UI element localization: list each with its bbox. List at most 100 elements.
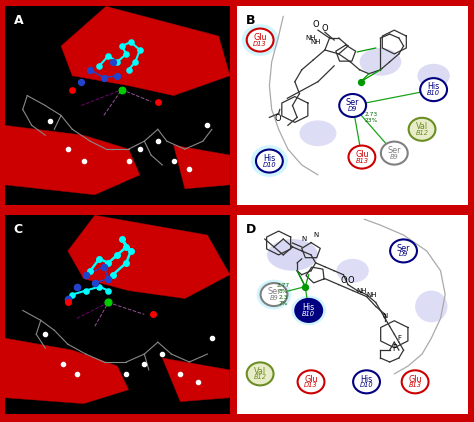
Text: Glu: Glu <box>355 150 369 159</box>
Point <box>95 283 103 290</box>
Point <box>109 271 117 278</box>
Point <box>104 52 112 59</box>
Point <box>301 283 309 290</box>
Circle shape <box>256 149 283 173</box>
Text: N: N <box>301 236 307 242</box>
Text: B13: B13 <box>356 158 368 164</box>
Text: D9: D9 <box>348 106 357 112</box>
Point <box>122 243 130 250</box>
Text: Glu: Glu <box>304 375 318 384</box>
Point <box>122 260 130 266</box>
Point <box>122 371 130 377</box>
Ellipse shape <box>300 120 337 146</box>
Point <box>357 78 365 85</box>
Point <box>136 146 144 152</box>
Text: His: His <box>360 375 373 384</box>
Ellipse shape <box>360 48 401 76</box>
Point <box>64 146 72 152</box>
Text: D13: D13 <box>253 41 267 46</box>
Text: D: D <box>246 223 256 236</box>
Point <box>73 371 81 377</box>
Point <box>122 51 130 57</box>
Point <box>104 260 112 266</box>
Circle shape <box>348 146 375 168</box>
Point <box>113 72 121 79</box>
Point <box>68 86 76 93</box>
Point <box>95 255 103 262</box>
Point <box>203 122 211 129</box>
Text: His: His <box>428 82 440 91</box>
Point <box>73 283 81 290</box>
Text: NH: NH <box>306 35 316 41</box>
Point <box>125 158 132 165</box>
Text: His: His <box>302 303 315 312</box>
Point <box>64 299 72 306</box>
Point <box>185 165 193 172</box>
Circle shape <box>242 24 279 56</box>
Text: NH: NH <box>366 292 376 298</box>
Point <box>154 138 162 145</box>
Point <box>104 287 112 294</box>
Point <box>118 86 126 93</box>
Circle shape <box>401 371 428 393</box>
Point <box>64 295 72 302</box>
Text: F: F <box>392 344 396 353</box>
Text: O: O <box>274 114 281 123</box>
Point <box>91 279 99 286</box>
Text: Ser: Ser <box>346 98 359 107</box>
Text: NH: NH <box>310 39 321 45</box>
Point <box>127 39 135 46</box>
Ellipse shape <box>415 291 447 322</box>
Point <box>86 268 94 274</box>
Text: N: N <box>383 314 388 319</box>
Polygon shape <box>173 145 230 189</box>
Text: Glu: Glu <box>409 375 422 384</box>
Text: F: F <box>397 335 401 341</box>
Point <box>113 252 121 258</box>
Circle shape <box>390 239 417 262</box>
Text: Ser: Ser <box>397 243 410 253</box>
Point <box>104 275 112 282</box>
Text: N: N <box>313 232 318 238</box>
Text: O: O <box>347 276 354 285</box>
Text: 2.77
8%
2.3
7%: 2.77 8% 2.3 7% <box>277 283 290 306</box>
Point <box>154 98 162 105</box>
Circle shape <box>339 94 366 117</box>
Point <box>140 360 148 367</box>
Point <box>118 235 126 242</box>
Text: B9: B9 <box>270 295 278 301</box>
Text: B10: B10 <box>427 90 440 96</box>
Point <box>80 158 87 165</box>
Circle shape <box>295 299 322 322</box>
Text: D10: D10 <box>263 162 276 168</box>
Point <box>59 360 67 367</box>
Text: Glu: Glu <box>254 33 267 42</box>
Point <box>42 331 49 338</box>
Point <box>68 291 76 298</box>
Point <box>127 248 135 254</box>
Text: O: O <box>340 276 346 285</box>
Circle shape <box>292 295 326 325</box>
Text: O: O <box>321 24 328 32</box>
Point <box>194 379 202 385</box>
Ellipse shape <box>337 259 369 283</box>
Circle shape <box>298 371 324 393</box>
Circle shape <box>409 118 436 141</box>
Text: Ser: Ser <box>267 287 281 296</box>
Polygon shape <box>68 215 230 298</box>
Text: Val: Val <box>416 122 428 131</box>
Text: NH: NH <box>356 287 367 294</box>
Point <box>77 78 85 85</box>
Circle shape <box>381 142 408 165</box>
Point <box>104 299 112 306</box>
Point <box>158 351 166 357</box>
Polygon shape <box>5 125 140 195</box>
Circle shape <box>256 280 292 309</box>
Text: D13: D13 <box>304 382 318 388</box>
Circle shape <box>353 371 380 393</box>
Text: A: A <box>14 14 23 27</box>
Text: D10: D10 <box>360 382 374 388</box>
Text: B12: B12 <box>254 374 267 381</box>
Point <box>82 271 90 278</box>
Point <box>170 158 177 165</box>
